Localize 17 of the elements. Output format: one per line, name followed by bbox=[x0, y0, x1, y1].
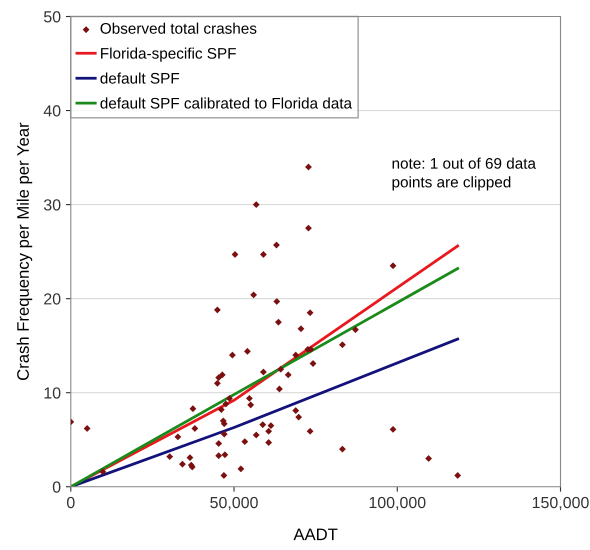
x-tick-label: 150,000 bbox=[532, 496, 589, 510]
legend-label: Observed total crashes bbox=[100, 22, 256, 34]
legend-label: default SPF calibrated to Florida data bbox=[100, 97, 352, 109]
x-tick-label: 100,000 bbox=[370, 496, 426, 510]
legend-label: Florida-specific SPF bbox=[101, 48, 236, 62]
legend-label: default SPF bbox=[100, 72, 180, 84]
y-tick-label: 50 bbox=[44, 11, 60, 22]
y-tick-label: 30 bbox=[44, 199, 60, 211]
annotation: note: 1 out of 69 data points are clipped bbox=[392, 158, 536, 190]
x-tick-label: 50,000 bbox=[210, 496, 258, 510]
y-tick-label: 10 bbox=[44, 387, 60, 399]
y-tick-label: 0 bbox=[52, 481, 60, 493]
y-tick-label: 20 bbox=[44, 293, 60, 305]
y-tick-label: 40 bbox=[44, 105, 60, 116]
x-axis-title: AADT bbox=[293, 528, 338, 540]
x-tick-label: 0 bbox=[66, 496, 75, 508]
y-axis-title: Crash Frequency per Mile per Year bbox=[16, 122, 32, 380]
